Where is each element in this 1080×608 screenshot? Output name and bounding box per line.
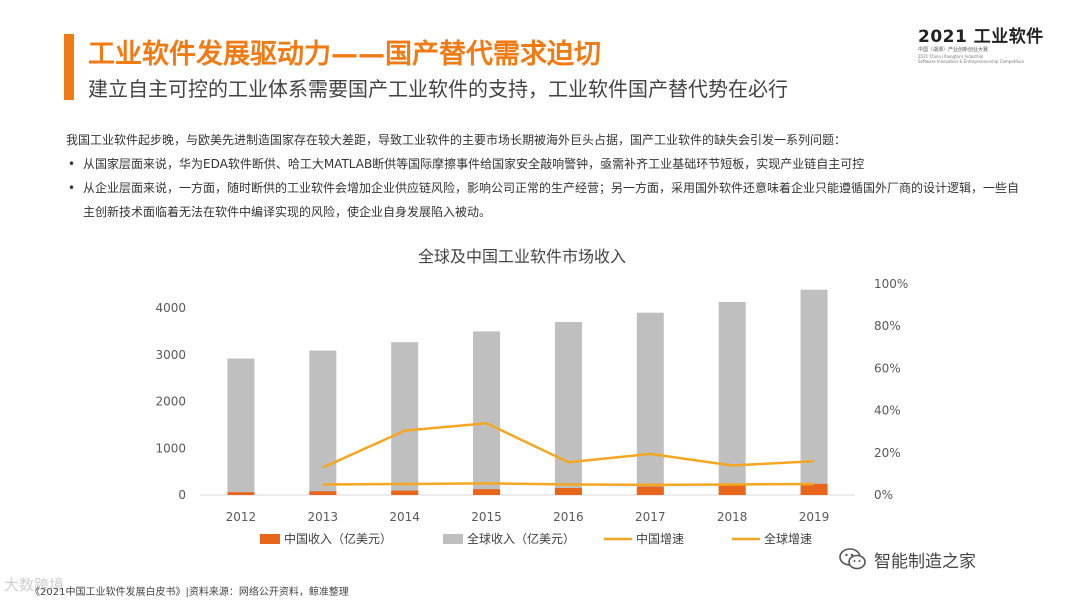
global-revenue-bar [391,342,419,495]
intro-bullet-enterprise: • 从企业层面来说，一方面，随时断供的工业软件会增加企业供应链风险，影响公司正常… [66,176,1026,224]
china-revenue-bar [800,483,828,495]
china-revenue-bar [227,492,255,495]
china-revenue-bar [554,487,582,495]
global-revenue-bar [636,312,664,495]
left-axis-tick-label: 4000 [155,301,186,315]
left-axis-tick-label: 1000 [155,441,186,455]
legend-label: 全球增速 [764,531,812,546]
legend-label: 中国收入（亿美元） [284,531,392,546]
bullet-dot: • [68,181,76,195]
x-axis-tick-label: 2016 [553,510,584,524]
logo-en-line2: Software Innovation & Entrepreneurship C… [918,59,1025,64]
china-revenue-bar [309,491,337,495]
x-axis-tick-label: 2017 [635,510,666,524]
bullet-text: 从企业层面来说，一方面，随时断供的工业软件会增加企业供应链风险，影响公司正常的生… [83,181,1020,219]
global-revenue-bar [800,289,828,495]
legend-label: 全球收入（亿美元） [467,531,575,546]
source-note: 《2021中国工业软件发展白皮书》|资料来源：网络公开资料，鲸准整理 [30,587,349,598]
wechat-account: 智能制造之家 [838,546,976,572]
logo-main-text: 2021 工业软件 [918,27,1044,47]
x-axis-tick-label: 2013 [308,510,339,524]
watermark-left: 大数跨境 [4,576,65,594]
right-axis-tick-label: 20% [874,446,901,460]
legend-swatch [260,534,280,544]
x-axis-tick-label: 2018 [717,510,748,524]
intro-text: 我国工业软件起步晚，与欧美先进制造国家存在较大差距，导致工业软件的主要市场长期被… [66,128,1026,224]
chart-title: 全球及中国工业软件市场收入 [418,247,626,266]
x-axis-tick-label: 2019 [799,510,830,524]
global-revenue-bar [473,331,501,495]
china-growth-line [322,422,815,469]
wechat-icon [839,548,866,570]
china-revenue-bar [636,486,664,495]
left-axis-tick-label: 3000 [155,348,186,362]
right-y-axis: 0% 20% 40% 60% 80% 100% [874,277,908,502]
wechat-account-name: 智能制造之家 [874,551,976,572]
right-axis-tick-label: 80% [874,319,901,333]
bullet-dot: • [68,157,76,171]
right-axis-tick-label: 60% [874,361,901,375]
china-revenue-bars [227,483,828,495]
logo-sub-text: 中国（湖潭）产业创新创业大赛 [918,47,989,53]
competition-logo: 2021 工业软件 中国（湖潭）产业创新创业大赛 2021 China (Xia… [918,22,1046,66]
growth-lines [322,422,815,487]
x-axis-tick-label: 2014 [389,510,420,524]
right-axis-tick-label: 100% [874,277,908,291]
title-accent-bar [64,34,74,100]
legend-swatch [443,534,463,544]
global-growth-line [322,482,815,487]
left-y-axis: 0 1000 2000 3000 4000 [155,301,186,502]
bullet-text: 从国家层面来说，华为EDA软件断供、哈工大MATLAB断供等国际摩擦事件给国家安… [83,157,865,171]
chart-legend: 中国收入（亿美元） 全球收入（亿美元） 中国增速 全球增速 [260,531,812,546]
logo-en-line1: 2021 China (Xiangtan) Industrial [918,54,984,59]
right-axis-tick-label: 0% [874,488,893,502]
china-revenue-bar [391,490,419,495]
legend-label: 中国增速 [636,531,684,546]
global-revenue-bar [309,350,337,495]
x-axis-labels: 2012 2013 2014 2015 2016 2017 2018 2019 [226,510,830,524]
x-axis-tick-label: 2015 [471,510,502,524]
china-revenue-bar [718,485,746,495]
left-axis-tick-label: 2000 [155,395,186,409]
intro-bullet-national: • 从国家层面来说，华为EDA软件断供、哈工大MATLAB断供等国际摩擦事件给国… [66,152,1026,176]
page-subtitle: 建立自主可控的工业体系需要国产工业软件的支持，工业软件国产替代势在必行 [88,77,788,101]
left-axis-tick-label: 0 [178,488,186,502]
right-axis-tick-label: 40% [874,404,901,418]
page-title: 工业软件发展驱动力——国产替代需求迫切 [88,39,601,70]
china-revenue-bar [473,489,501,495]
global-revenue-bar [554,322,582,495]
intro-paragraph: 我国工业软件起步晚，与欧美先进制造国家存在较大差距，导致工业软件的主要市场长期被… [66,133,847,147]
global-revenue-bar [227,358,255,495]
global-revenue-bars [227,289,828,495]
x-axis-tick-label: 2012 [226,510,257,524]
global-revenue-bar [718,301,746,495]
